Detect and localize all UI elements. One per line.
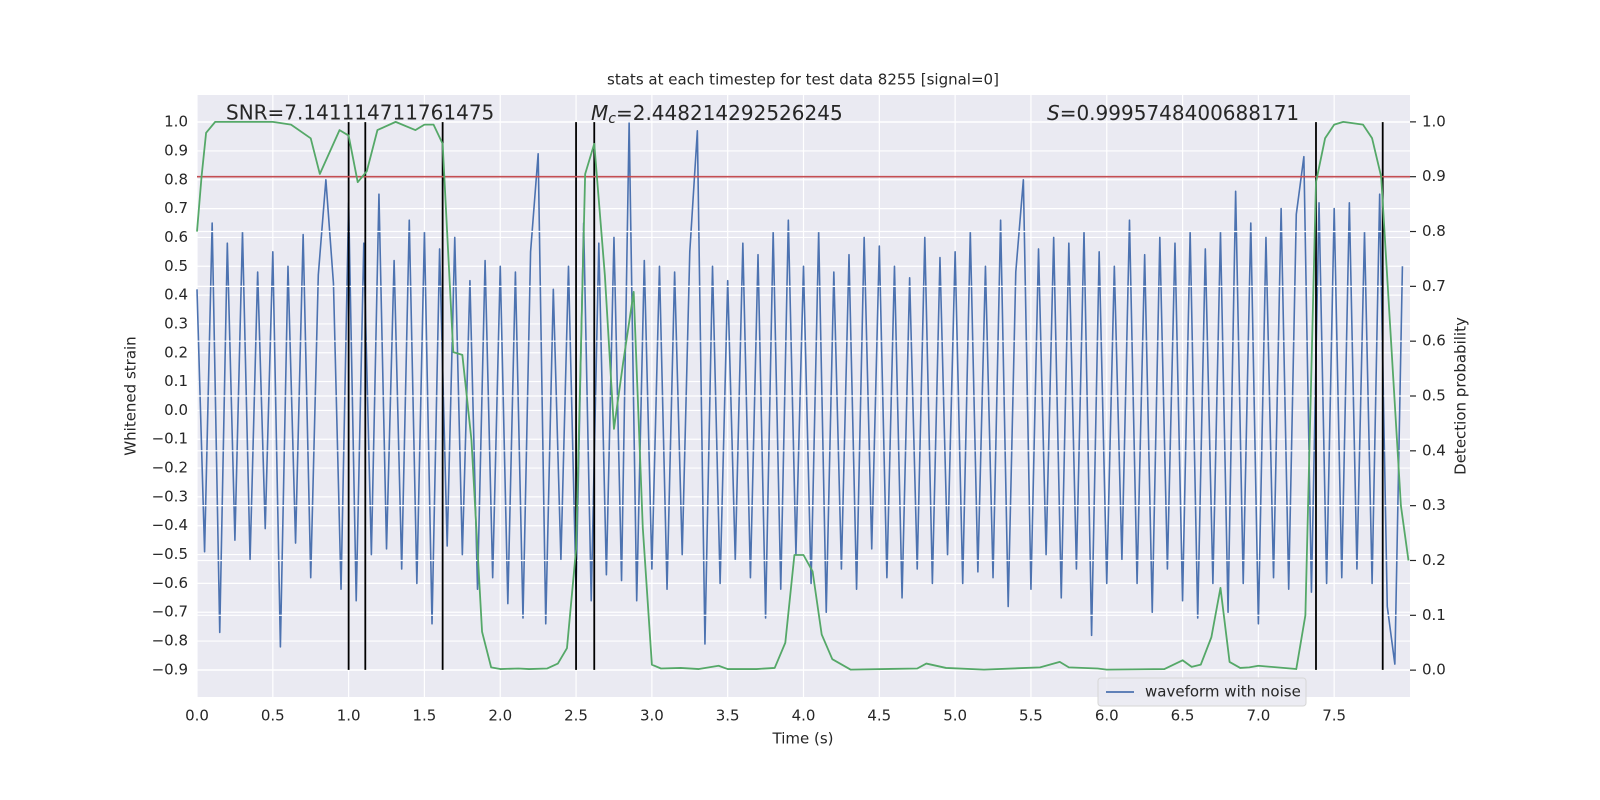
annotation: SNR=7.141114711761475: [226, 101, 494, 125]
y-tick-label: 0.6: [164, 228, 188, 246]
y2-tick-label: 0.8: [1422, 222, 1446, 240]
y2-tick-label: 0.5: [1422, 387, 1446, 405]
y-tick-label: −0.6: [152, 574, 188, 592]
y-tick-label: 0.1: [164, 372, 188, 390]
annotation: S=0.9995748400688171: [1047, 101, 1299, 125]
y-axis-label: Whitened strain: [122, 336, 140, 455]
annotation-text: =2.448214292526245: [616, 101, 843, 125]
annotation-symbol: S: [1047, 101, 1060, 125]
x-tick-label: 3.5: [716, 707, 740, 725]
annotation-text: =0.9995748400688171: [1060, 101, 1299, 125]
x-tick-label: 3.0: [640, 707, 664, 725]
legend: waveform with noise: [1097, 677, 1307, 707]
x-tick-label: 2.5: [564, 707, 588, 725]
x-axis-label: Time (s): [772, 730, 834, 748]
y-tick-label: −0.2: [152, 459, 188, 477]
y2-tick-label: 0.7: [1422, 277, 1446, 295]
y-tick-label: 0.2: [164, 343, 188, 361]
x-tick-label: 0.0: [185, 707, 209, 725]
y2-axis-label: Detection probability: [1452, 317, 1470, 475]
x-tick-label: 0.5: [261, 707, 285, 725]
x-tick-label: 1.0: [337, 707, 361, 725]
y2-tick-label: 0.6: [1422, 332, 1446, 350]
x-tick-label: 2.0: [488, 707, 512, 725]
y-tick-label: −0.8: [152, 632, 188, 650]
y-tick-label: 0.0: [164, 401, 188, 419]
y-tick-label: 0.4: [164, 286, 188, 304]
y-tick-label: 1.0: [164, 113, 188, 131]
annotation: Mc=2.448214292526245: [591, 101, 843, 128]
y-tick-label: −0.7: [152, 603, 188, 621]
y-tick-label: 0.8: [164, 170, 188, 188]
y-tick-label: −0.4: [152, 516, 188, 534]
below-layer: [196, 95, 1410, 697]
y-tick-label: 0.9: [164, 141, 188, 159]
annotation-symbol: M: [591, 101, 608, 125]
y-tick-label: 0.7: [164, 199, 188, 217]
x-tick-label: 5.5: [1019, 707, 1043, 725]
chart-title: stats at each timestep for test data 825…: [607, 71, 999, 89]
y2-tick-label: 0.2: [1422, 551, 1446, 569]
x-tick-label: 5.0: [943, 707, 967, 725]
y-tick-label: −0.1: [152, 430, 188, 448]
legend-box: [1097, 677, 1307, 707]
y-tick-label: 0.3: [164, 314, 188, 332]
x-tick-label: 6.5: [1171, 707, 1195, 725]
y2-tick-label: 0.9: [1422, 167, 1446, 185]
y2-tick-label: 0.3: [1422, 496, 1446, 514]
y2-tick-label: 0.1: [1422, 606, 1446, 624]
above-layer: [196, 120, 1416, 671]
y-tick-label: 0.5: [164, 257, 188, 275]
x-tick-label: 4.5: [867, 707, 891, 725]
probability-line: [196, 120, 1410, 671]
y2-tick-label: 1.0: [1422, 112, 1446, 130]
y-tick-label: −0.9: [152, 660, 188, 678]
y-tick-label: −0.5: [152, 545, 188, 563]
x-tick-label: 1.5: [413, 707, 437, 725]
x-tick-label: 4.0: [792, 707, 816, 725]
waveform-line: [196, 121, 1404, 665]
x-tick-label: 7.0: [1246, 707, 1270, 725]
annotation-subscript: c: [608, 111, 616, 127]
y-tick-label: −0.3: [152, 487, 188, 505]
y2-tick-label: 0.0: [1422, 661, 1446, 679]
x-tick-label: 6.0: [1095, 707, 1119, 725]
x-tick-label: 7.5: [1322, 707, 1346, 725]
legend-label: waveform with noise: [1145, 683, 1301, 701]
y2-tick-label: 0.4: [1422, 441, 1446, 459]
